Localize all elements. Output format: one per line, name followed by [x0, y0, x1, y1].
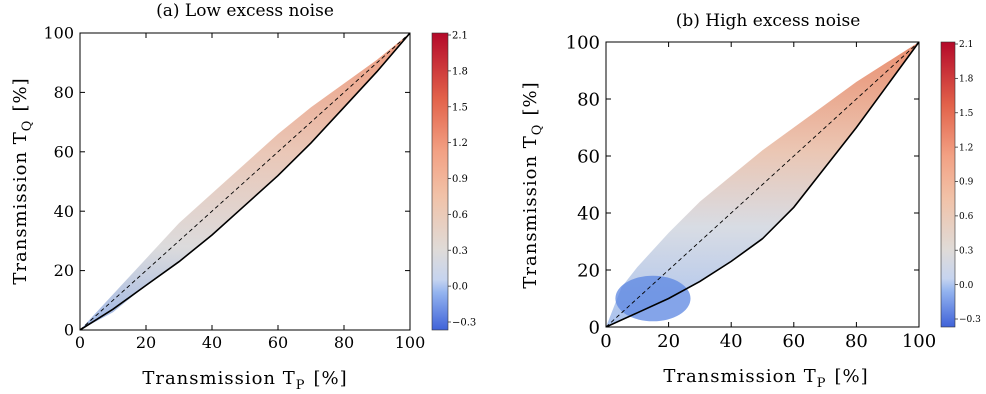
colorbar-tick-label: 1.5	[959, 109, 974, 119]
y-tick-label: 40	[54, 202, 74, 221]
plot-frame-b	[605, 41, 920, 328]
x-tick-label: 40	[202, 333, 222, 352]
x-tick-label: 60	[268, 333, 288, 352]
colorbar-ticks-b: 2.1 1.8 1.5 1.2 0.9 0.6 0.3 0.0 −0.3	[955, 40, 981, 325]
diagonal-dashed-line-a	[80, 33, 410, 330]
axis-ticks-a: 0 20 40 60 80 100 0 20 40 60 80 100	[43, 24, 425, 352]
colorbar-tick-label: 0.6	[959, 212, 974, 222]
x-tick-label: 20	[657, 331, 680, 352]
y-tick-label: 100	[43, 24, 74, 43]
x-tick-label: 80	[845, 331, 868, 352]
y-tick-label: 60	[54, 142, 74, 161]
y-tick-label: 20	[54, 261, 74, 280]
x-tick-label: 20	[136, 333, 156, 352]
chart-title-b: (b) High excess noise	[676, 11, 861, 31]
colorbar-tick-label: 1.5	[452, 102, 468, 113]
plot-frame-a	[79, 32, 411, 331]
boundary-curve-a	[80, 33, 410, 330]
y-tick-label: 20	[577, 260, 600, 281]
colorbar-tick-label: 1.8	[959, 75, 974, 85]
diagonal-dashed-line-b	[606, 42, 919, 327]
x-tick-label: 80	[334, 333, 354, 352]
colorbar-gradient-b	[940, 41, 956, 328]
colorbar-tick-label: 1.2	[452, 138, 468, 149]
colorbar-tick-label: 1.8	[452, 66, 468, 77]
x-tick-label: 0	[75, 333, 85, 352]
colorbar-tick-label: 0.0	[452, 282, 468, 293]
colorbar-tick-label: 1.2	[959, 143, 973, 153]
colorbar-tick-label: 0.3	[959, 246, 974, 256]
colorbar-tick-label: 0.0	[959, 281, 974, 291]
x-tick-label: 0	[600, 331, 611, 352]
panel-b: (b) High excess noise 0 20 40 60 80 100 0 20 40 6…	[520, 11, 981, 391]
boundary-curve-b	[606, 42, 919, 327]
y-axis-label-b: Transmission TQ[%]	[520, 81, 545, 288]
x-tick-label: 100	[902, 331, 936, 352]
colorbar-a: 2.1 1.8 1.5 1.2 0.9 0.6 0.3 0.0 −0.3	[431, 31, 476, 331]
colorbar-b: 2.1 1.8 1.5 1.2 0.9 0.6 0.3 0.0 −0.3	[940, 40, 981, 328]
y-tick-label: 0	[589, 317, 600, 338]
x-axis-label-a: Transmission TP [%]	[142, 368, 347, 393]
panel-a: (a) Low excess noise 0 20 40 60 80 100 0 20 40 60…	[10, 1, 476, 393]
colorbar-ticks-a: 2.1 1.8 1.5 1.2 0.9 0.6 0.3 0.0 −0.3	[448, 31, 476, 329]
y-tick-label: 80	[577, 89, 600, 110]
colorbar-tick-label: 2.1	[959, 40, 973, 50]
axis-ticks-b: 0 20 40 60 80 100 0 20 40 60 80 100	[566, 32, 937, 352]
y-axis-label-a: Transmission TQ[%]	[10, 77, 35, 284]
y-tick-label: 40	[577, 203, 600, 224]
colorbar-tick-label: −0.3	[959, 315, 981, 325]
colorbar-tick-label: −0.3	[452, 318, 476, 329]
y-tick-label: 80	[54, 83, 74, 102]
colorbar-tick-label: 0.9	[452, 174, 468, 185]
colorbar-tick-label: 0.6	[452, 210, 468, 221]
colorbar-tick-label: 2.1	[452, 31, 468, 42]
x-tick-label: 60	[782, 331, 805, 352]
chart-title-a: (a) Low excess noise	[156, 1, 334, 21]
x-axis-label-b: Transmission TP [%]	[663, 366, 868, 391]
x-tick-label: 100	[395, 333, 426, 352]
y-tick-label: 60	[577, 146, 600, 167]
x-tick-label: 40	[720, 331, 743, 352]
y-tick-label: 0	[64, 321, 74, 340]
colorbar-gradient-a	[431, 32, 449, 331]
colorbar-tick-label: 0.3	[452, 246, 468, 257]
y-tick-label: 100	[566, 32, 600, 53]
negative-region-b	[615, 275, 691, 322]
colorbar-tick-label: 0.9	[959, 178, 974, 188]
